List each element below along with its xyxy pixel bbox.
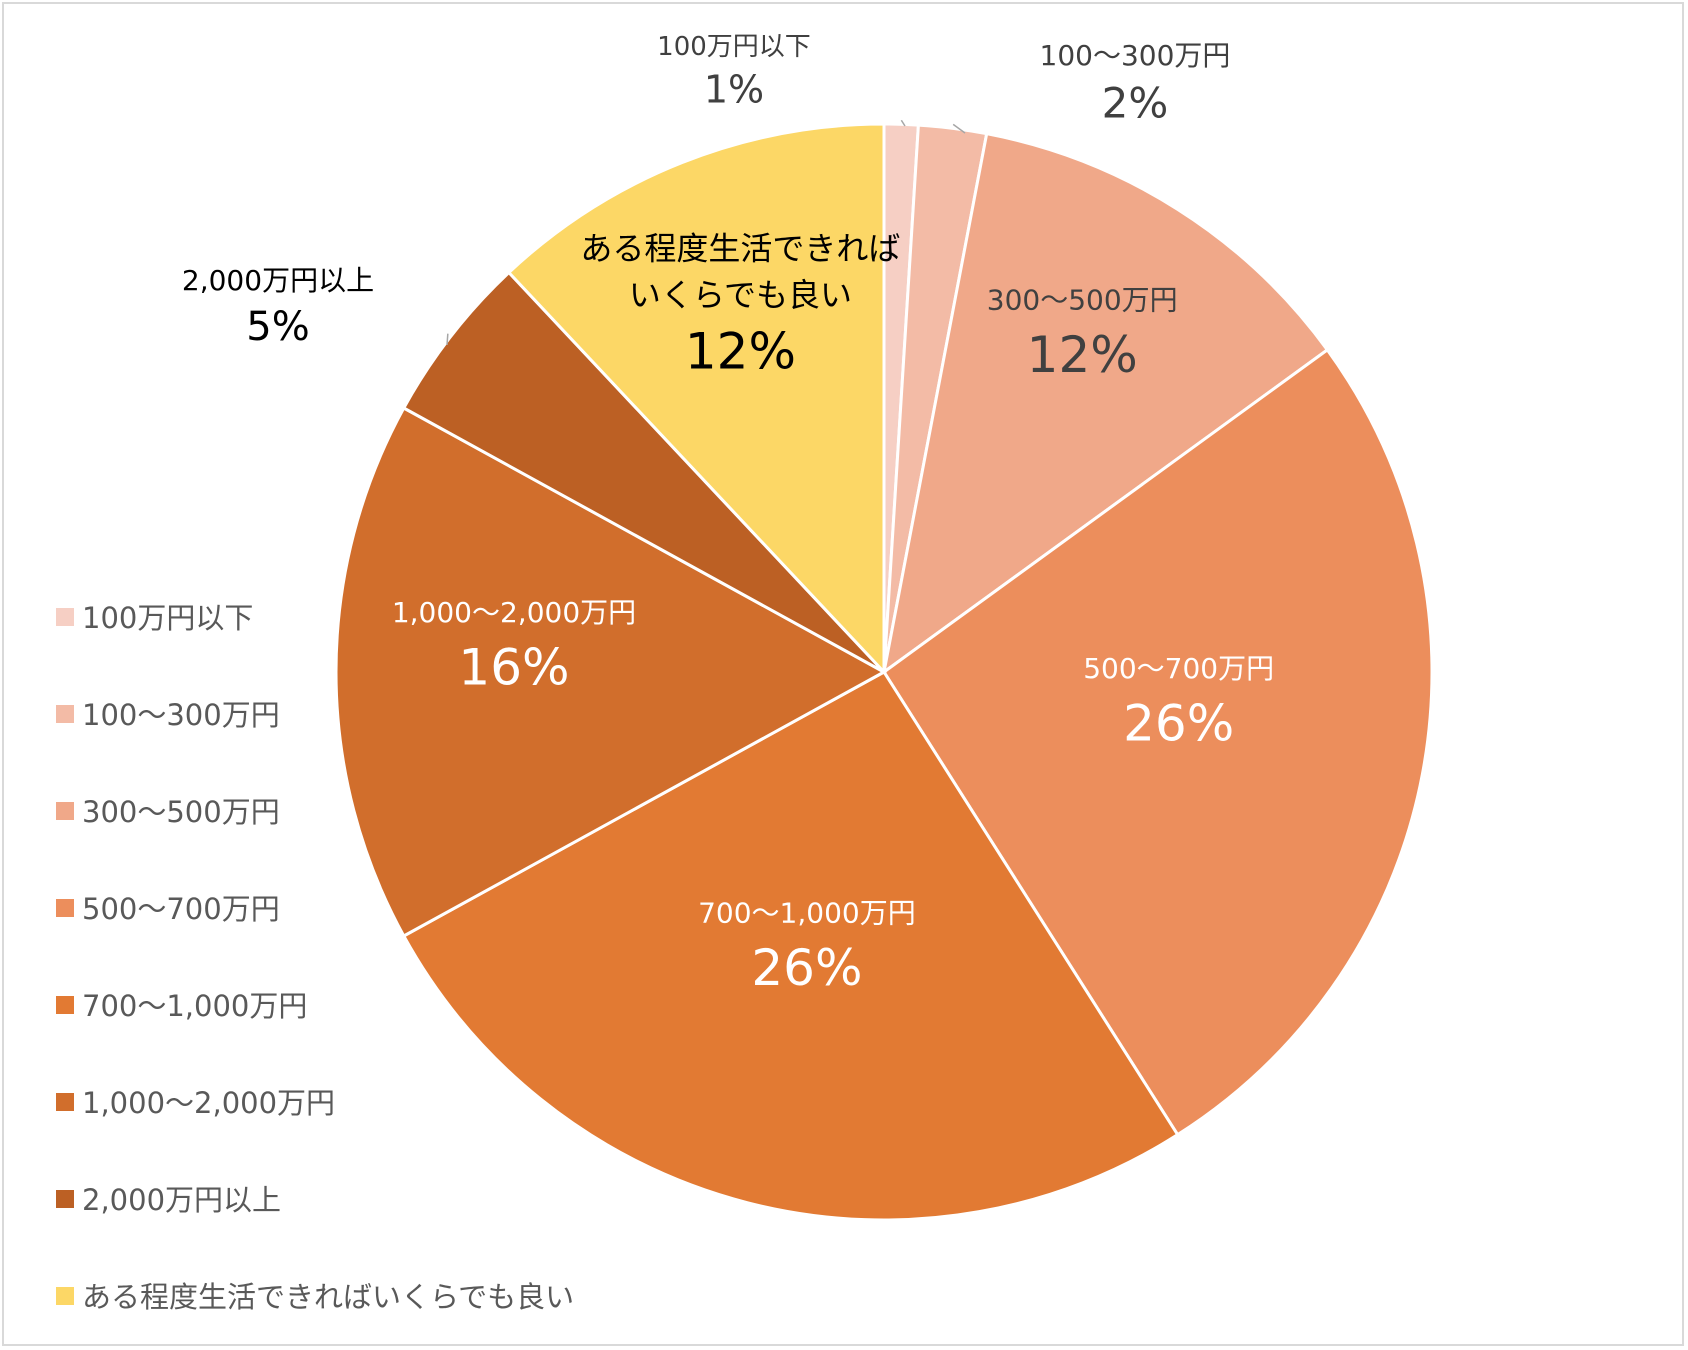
slice-percent-label: 12% <box>1027 326 1138 384</box>
slice-category-label: 2,000万円以上 <box>182 264 374 297</box>
slice-category-label: 300〜500万円 <box>987 284 1178 317</box>
legend-swatch <box>56 802 74 820</box>
legend-label: 100〜300万円 <box>82 698 280 732</box>
leader-lines <box>446 119 966 346</box>
leader-line <box>900 119 906 127</box>
legend-swatch <box>56 608 74 626</box>
legend-label: 2,000万円以上 <box>82 1183 281 1217</box>
pie-slice <box>401 670 1180 1222</box>
slice-category-label: いくらでも良い <box>629 276 852 314</box>
legend-swatch <box>56 899 74 917</box>
slice-percent-label: 26% <box>1123 695 1234 753</box>
pie-slice <box>334 405 888 939</box>
slice-percent-label: 2% <box>1102 79 1169 128</box>
legend-label: 700〜1,000万円 <box>82 989 307 1023</box>
slice-category-label: 100〜300万円 <box>1040 39 1231 72</box>
slice-category-label: 100万円以下 <box>657 32 811 62</box>
legend-swatch <box>56 705 74 723</box>
legend-label: 500〜700万円 <box>82 892 280 926</box>
slice-category-label: 500〜700万円 <box>1083 652 1274 685</box>
slice-category-label: 1,000〜2,000万円 <box>392 596 636 629</box>
legend-label: ある程度生活できればいくらでも良い <box>82 1280 574 1314</box>
legend-label: 100万円以下 <box>82 601 253 635</box>
legend-swatch <box>56 1190 74 1208</box>
legend-swatch <box>56 996 74 1014</box>
legend-label: 300〜500万円 <box>82 795 280 829</box>
pie-slice <box>881 131 1330 676</box>
slice-percent-label: 16% <box>458 639 569 697</box>
leader-line <box>446 333 449 346</box>
slice-category-label: 700〜1,000万円 <box>698 896 916 929</box>
slice-percent-label: 5% <box>246 304 309 350</box>
pie-slice <box>506 122 886 676</box>
legend-swatch <box>56 1093 74 1111</box>
leader-line <box>952 123 966 134</box>
slice-percent-label: 26% <box>751 939 862 997</box>
slice-percent-label: 12% <box>685 322 796 380</box>
slice-category-label: ある程度生活できれば <box>580 229 900 267</box>
slice-percent-label: 1% <box>704 68 764 112</box>
pie-slice <box>401 270 886 674</box>
legend-swatch <box>56 1287 74 1305</box>
legend-label: 1,000〜2,000万円 <box>82 1086 335 1120</box>
pie-slice <box>881 347 1434 1137</box>
legend: 100万円以下 100〜300万円 300〜500万円 500〜700万円 700〜1,… <box>56 601 574 1314</box>
pie-slices <box>334 122 1434 1222</box>
data-labels: 100万円以下 1% 100〜300万円 2% 300〜500万円 12% 500〜700万… <box>182 32 1274 997</box>
